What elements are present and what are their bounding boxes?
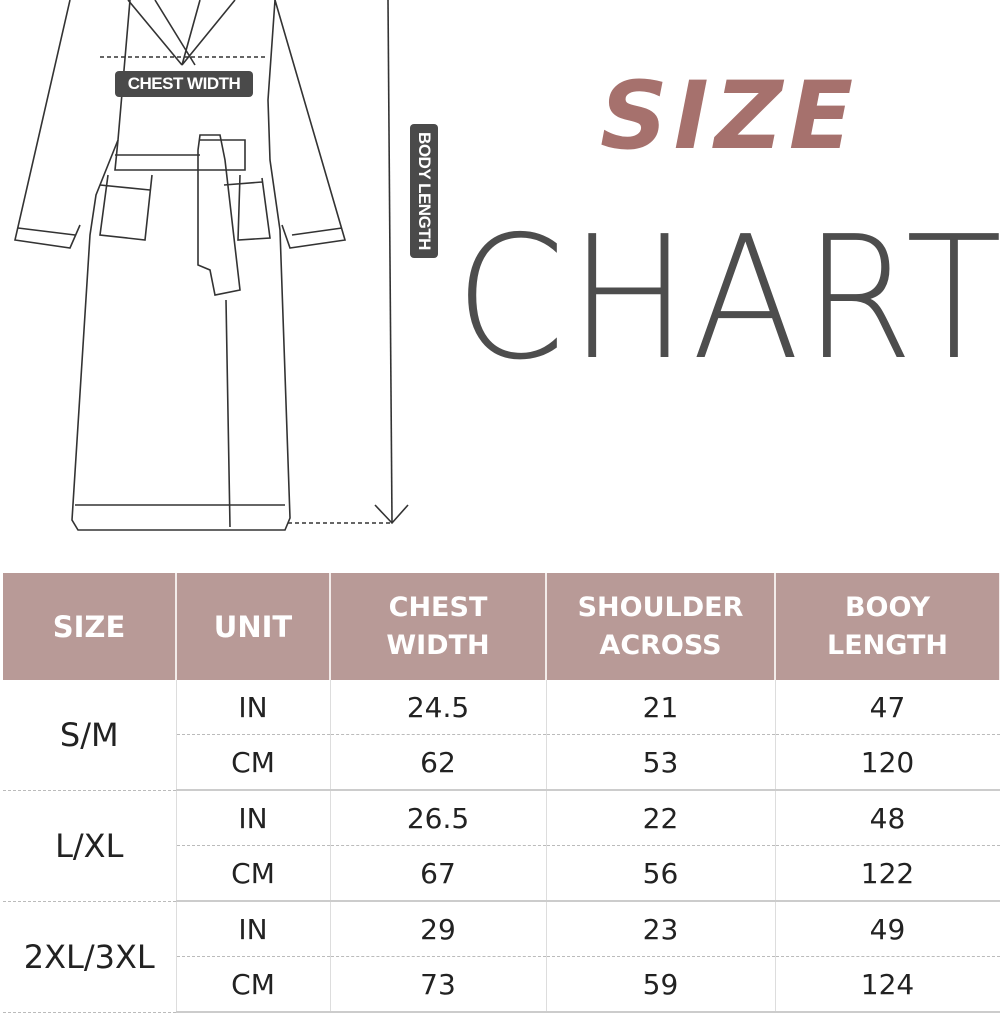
length-cell: 48 xyxy=(775,790,1000,846)
header-unit: UNIT xyxy=(176,573,331,680)
unit-cell: IN xyxy=(176,680,331,735)
length-cell: 49 xyxy=(775,901,1000,957)
shoulder-cell: 21 xyxy=(546,680,776,735)
shoulder-cell: 23 xyxy=(546,901,776,957)
chest-cell: 26.5 xyxy=(330,790,547,846)
chest-cell: 73 xyxy=(330,956,547,1013)
table-row: CM 67 56 122 xyxy=(3,845,1000,902)
unit-cell: IN xyxy=(176,901,331,957)
length-cell: 47 xyxy=(775,680,1000,735)
table-row: CM 62 53 120 xyxy=(3,734,1000,791)
size-cell: L/XL xyxy=(3,790,177,902)
table-row: 2XL/3XL IN 29 23 49 xyxy=(3,901,1000,1013)
length-cell: 120 xyxy=(775,734,1000,791)
title-chart: CHART xyxy=(455,200,1000,398)
header-body-length: BOOY LENGTH xyxy=(775,573,1000,680)
body-length-text: BODY LENGTH xyxy=(415,132,434,250)
table-header-row: SIZE UNIT CHEST WIDTH SHOULDER ACROSS BOOY… xyxy=(3,573,1000,680)
body-length-label: BODY LENGTH xyxy=(410,124,438,258)
shoulder-cell: 22 xyxy=(546,790,776,846)
chest-width-label: CHEST WIDTH xyxy=(115,71,253,97)
length-cell: 124 xyxy=(775,956,1000,1013)
header-shoulder-across: SHOULDER ACROSS xyxy=(546,573,776,680)
header-size: SIZE xyxy=(3,573,177,680)
chest-cell: 67 xyxy=(330,845,547,902)
table-row: L/XL IN 26.5 22 48 xyxy=(3,790,1000,902)
title-size: SIZE xyxy=(600,62,860,171)
unit-cell: IN xyxy=(176,790,331,846)
robe-illustration xyxy=(14,0,409,531)
size-cell: S/M xyxy=(3,680,177,791)
size-table: SIZE UNIT CHEST WIDTH SHOULDER ACROSS BOOY… xyxy=(3,573,1000,1013)
shoulder-cell: 59 xyxy=(546,956,776,1013)
chest-cell: 29 xyxy=(330,901,547,957)
shoulder-cell: 56 xyxy=(546,845,776,902)
unit-cell: CM xyxy=(176,734,331,791)
chest-cell: 24.5 xyxy=(330,680,547,735)
unit-cell: CM xyxy=(176,845,331,902)
chest-cell: 62 xyxy=(330,734,547,791)
unit-cell: CM xyxy=(176,956,331,1013)
size-cell: 2XL/3XL xyxy=(3,901,177,1013)
table-row: S/M IN 24.5 21 47 xyxy=(3,680,1000,791)
header-chest-width: CHEST WIDTH xyxy=(330,573,547,680)
length-cell: 122 xyxy=(775,845,1000,902)
shoulder-cell: 53 xyxy=(546,734,776,791)
